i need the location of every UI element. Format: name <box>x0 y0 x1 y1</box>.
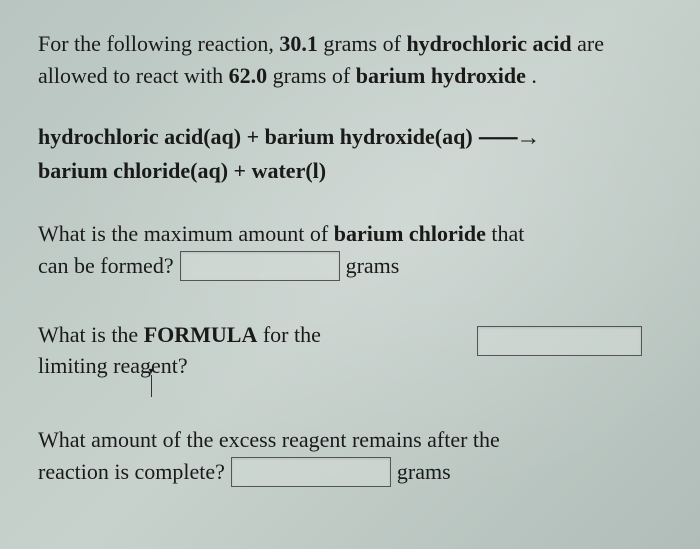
intro-text-4: grams of <box>267 63 356 88</box>
question-2: What is the FORMULA for the limiting rea… <box>38 320 662 382</box>
reagent-2: barium hydroxide <box>356 63 526 88</box>
q1-text-a: What is the maximum amount of <box>38 221 334 246</box>
reaction-arrow-icon: ⸺→ <box>478 122 538 156</box>
equation-left: hydrochloric acid(aq) + barium hydroxide… <box>38 124 473 149</box>
q2-text-2: limiting reag <box>38 353 151 378</box>
q1-unit: grams <box>346 250 400 282</box>
intro-text-1: For the following reaction, <box>38 31 279 56</box>
intro-text-5: . <box>526 63 537 88</box>
q2-text-a: What is the <box>38 322 144 347</box>
q3-text-1: What amount of the excess reagent remain… <box>38 424 662 456</box>
intro-paragraph: For the following reaction, 30.1 grams o… <box>38 28 662 92</box>
mass-2: 62.0 <box>229 63 268 88</box>
q3-unit: grams <box>397 456 451 488</box>
question-3: What amount of the excess reagent remain… <box>38 424 662 488</box>
chemical-equation: hydrochloric acid(aq) + barium hydroxide… <box>38 122 662 187</box>
q2-formula-word: FORMULA <box>144 322 258 347</box>
q3-text-2: reaction is complete? <box>38 456 225 488</box>
q2-answer-input[interactable] <box>477 326 642 356</box>
intro-text-2: grams of <box>318 31 407 56</box>
reagent-1: hydrochloric acid <box>406 31 571 56</box>
mass-1: 30.1 <box>279 31 318 56</box>
q3-answer-input[interactable] <box>231 457 391 487</box>
question-1: What is the maximum amount of barium chl… <box>38 218 662 282</box>
q2-text-2b: ent? <box>151 353 188 378</box>
q1-answer-input[interactable] <box>180 251 340 281</box>
q2-text-c: for the <box>257 322 321 347</box>
equation-right: barium chloride(aq) + water(l) <box>38 158 326 183</box>
q1-text-c: that <box>486 221 525 246</box>
q1-text-2: can be formed? <box>38 250 174 282</box>
q1-product: barium chloride <box>334 221 486 246</box>
